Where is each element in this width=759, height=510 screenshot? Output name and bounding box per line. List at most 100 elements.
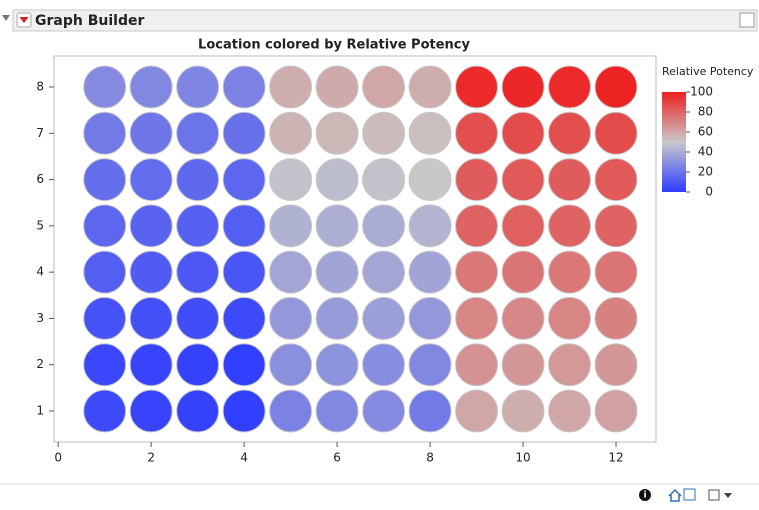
well-marker xyxy=(269,204,313,248)
well-marker xyxy=(501,204,545,248)
y-tick-label: 6 xyxy=(36,172,44,186)
x-tick-label: 0 xyxy=(54,451,62,465)
home-icon[interactable] xyxy=(668,488,682,502)
well-marker xyxy=(315,65,359,109)
well-marker xyxy=(315,250,359,294)
well-marker xyxy=(548,343,592,387)
well-marker xyxy=(315,343,359,387)
well-marker xyxy=(455,389,499,433)
well-marker xyxy=(129,250,173,294)
color-tick-label: 60 xyxy=(698,125,713,139)
well-marker xyxy=(408,65,452,109)
well-marker xyxy=(129,389,173,433)
color-tick-label: 20 xyxy=(698,165,713,179)
well-marker xyxy=(176,250,220,294)
well-marker xyxy=(315,389,359,433)
y-tick-label: 1 xyxy=(36,403,44,417)
well-marker xyxy=(222,158,266,202)
well-marker xyxy=(129,65,173,109)
well-marker xyxy=(269,250,313,294)
x-tick-label: 10 xyxy=(515,451,530,465)
well-marker xyxy=(501,250,545,294)
well-marker xyxy=(83,250,127,294)
color-tick-label: 40 xyxy=(698,145,713,159)
selection-checkbox[interactable] xyxy=(708,489,720,501)
well-marker xyxy=(83,389,127,433)
well-marker xyxy=(176,389,220,433)
color-tick-label: 80 xyxy=(698,105,713,119)
well-marker xyxy=(269,158,313,202)
well-marker xyxy=(83,343,127,387)
pin-button[interactable] xyxy=(739,12,755,28)
well-marker xyxy=(176,111,220,155)
well-marker xyxy=(548,111,592,155)
well-marker xyxy=(176,158,220,202)
well-marker xyxy=(222,296,266,340)
well-marker xyxy=(269,296,313,340)
well-marker xyxy=(501,389,545,433)
well-marker xyxy=(455,250,499,294)
well-marker xyxy=(315,204,359,248)
well-marker xyxy=(501,343,545,387)
well-marker xyxy=(408,296,452,340)
well-marker xyxy=(501,158,545,202)
x-tick-label: 6 xyxy=(333,451,341,465)
well-marker xyxy=(362,204,406,248)
x-tick-label: 4 xyxy=(240,451,248,465)
well-marker xyxy=(176,204,220,248)
well-marker xyxy=(83,111,127,155)
well-marker xyxy=(408,389,452,433)
well-marker xyxy=(176,65,220,109)
well-marker xyxy=(594,111,638,155)
table-icon[interactable] xyxy=(683,488,696,501)
y-tick-label: 7 xyxy=(36,126,44,140)
color-legend-title: Relative Potency xyxy=(662,65,754,78)
red-triangle-icon xyxy=(19,17,29,23)
well-marker xyxy=(315,296,359,340)
well-marker xyxy=(548,65,592,109)
well-marker xyxy=(222,204,266,248)
well-marker xyxy=(83,204,127,248)
well-marker xyxy=(269,65,313,109)
well-marker xyxy=(129,343,173,387)
well-marker xyxy=(176,343,220,387)
well-marker xyxy=(362,250,406,294)
well-marker xyxy=(455,111,499,155)
color-tick-label: 100 xyxy=(690,85,713,99)
well-marker xyxy=(408,111,452,155)
well-marker xyxy=(594,389,638,433)
well-marker xyxy=(548,158,592,202)
well-marker xyxy=(548,389,592,433)
well-marker xyxy=(362,111,406,155)
well-marker xyxy=(222,250,266,294)
disclosure-triangle[interactable] xyxy=(2,15,10,21)
well-marker xyxy=(176,296,220,340)
y-tick-label: 2 xyxy=(36,357,44,371)
well-marker xyxy=(455,65,499,109)
well-marker xyxy=(455,296,499,340)
well-marker xyxy=(501,111,545,155)
well-marker xyxy=(129,204,173,248)
well-marker xyxy=(594,296,638,340)
well-marker xyxy=(315,158,359,202)
well-marker xyxy=(408,204,452,248)
well-marker xyxy=(455,204,499,248)
info-icon[interactable] xyxy=(639,489,651,501)
well-marker xyxy=(594,158,638,202)
well-marker xyxy=(501,296,545,340)
x-tick-label: 8 xyxy=(426,451,434,465)
well-marker xyxy=(362,296,406,340)
well-marker xyxy=(501,65,545,109)
header-bar xyxy=(12,9,758,32)
color-tick-label: 0 xyxy=(705,185,713,199)
y-tick-label: 3 xyxy=(36,311,44,325)
well-marker xyxy=(455,343,499,387)
well-marker xyxy=(408,158,452,202)
y-tick-label: 4 xyxy=(36,265,44,279)
well-marker xyxy=(594,65,638,109)
well-marker xyxy=(83,296,127,340)
selection-dropdown[interactable] xyxy=(724,493,732,498)
well-marker xyxy=(83,158,127,202)
x-tick-label: 12 xyxy=(608,451,623,465)
